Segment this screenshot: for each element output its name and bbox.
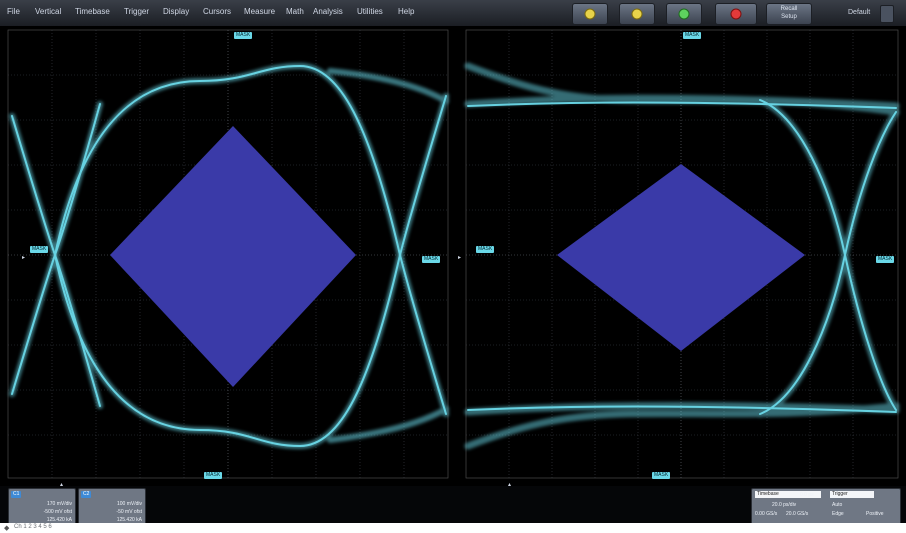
timebase-row-1: 20.0 ps/div	[772, 502, 797, 508]
channel-2-offset: -50 mV ofst	[116, 509, 142, 515]
right-eye-mask	[557, 164, 805, 351]
right-top-tag: MASK	[683, 32, 702, 39]
menu-trigger[interactable]: Trigger	[124, 7, 150, 16]
eye-diagram-canvas: ▸ ▸ ▴ ▴	[7, 29, 900, 486]
trigger-label: Trigger	[830, 491, 874, 498]
stop-button[interactable]	[715, 3, 757, 25]
menu-cursors[interactable]: Cursors	[203, 7, 232, 16]
left-eye-mask	[110, 126, 356, 387]
stop-icon	[730, 8, 742, 20]
trigger-row-1: Auto	[832, 502, 843, 508]
footer: ◆ Ch 1 2 3 4 5 6	[0, 523, 906, 533]
menu-analysis[interactable]: Analysis	[313, 7, 343, 16]
left-eye-trace	[9, 62, 449, 450]
menu-utilities[interactable]: Utilities	[357, 7, 383, 16]
channel-2-header: C2	[81, 491, 92, 498]
trigger-row-2: Edge	[832, 511, 844, 517]
timebase-value: 0.0 ps	[800, 492, 814, 498]
menu-help[interactable]: Help	[398, 7, 415, 16]
run-icon	[631, 8, 643, 20]
left-mid-left-tag: MASK	[30, 246, 49, 253]
left-bottom-tag: MASK	[204, 472, 223, 479]
timebase-row-3: 20.0 GS/s	[786, 511, 809, 517]
channel-1-descriptor[interactable]: C1 170 mV/div -500 mV ofst 125.420 kA	[8, 488, 76, 528]
right-bottom-tag: MASK	[652, 472, 671, 479]
channel-1-value: 125.420 kA	[46, 517, 72, 523]
timebase-trigger-panel[interactable]: Timebase 0.0 ps 20.0 ps/div 0.00 GS/s 20…	[751, 488, 901, 528]
menu-vertical[interactable]: Vertical	[35, 7, 62, 16]
default-label: Default	[848, 9, 871, 16]
channel-2-value: 125.420 kA	[116, 517, 142, 523]
menu-display[interactable]: Display	[163, 7, 190, 16]
right-mid-right-tag: MASK	[876, 256, 895, 263]
right-trigger-marker: ▴	[508, 482, 511, 486]
footer-icon: ◆	[4, 525, 10, 532]
timebase-label: Timebase	[755, 491, 821, 498]
channel-2-descriptor[interactable]: C2 100 mV/div -50 mV ofst 125.420 kA	[78, 488, 146, 528]
default-spinner[interactable]	[880, 5, 894, 23]
menu-math[interactable]: Math	[286, 7, 304, 16]
trigger-row-3: Positive	[866, 511, 884, 517]
run-button[interactable]	[619, 3, 655, 25]
footer-text: Ch 1 2 3 4 5 6	[14, 524, 52, 530]
left-ref-marker: ▸	[22, 255, 25, 261]
channel-1-scale: 170 mV/div	[46, 501, 72, 507]
auto-setup-button[interactable]	[572, 3, 608, 25]
channel-1-offset: -500 mV ofst	[43, 509, 72, 515]
recall-setup-button[interactable]: Recall Setup	[766, 3, 812, 25]
menu-bar: File Vertical Timebase Trigger Display C…	[0, 0, 906, 27]
channel-2-scale: 100 mV/div	[116, 501, 142, 507]
scope-display: ▸ ▸ ▴ ▴ MASK MASK MASK MASK MASK MASK MA…	[0, 26, 906, 486]
single-button[interactable]	[666, 3, 702, 25]
recall-setup-label: Recall Setup	[780, 6, 798, 20]
menu-timebase[interactable]: Timebase	[75, 7, 110, 16]
left-top-tag: MASK	[234, 32, 253, 39]
auto-setup-icon	[584, 8, 596, 20]
left-mid-right-tag: MASK	[422, 256, 441, 263]
channel-1-header: C1	[11, 491, 22, 498]
timebase-row-2: 0.00 GS/s	[755, 511, 778, 517]
right-eye-trace	[464, 62, 900, 450]
right-ref-marker: ▸	[458, 255, 461, 261]
left-trigger-marker: ▴	[60, 482, 63, 486]
menu-measure[interactable]: Measure	[244, 7, 276, 16]
right-mid-left-tag: MASK	[476, 246, 495, 253]
single-icon	[678, 8, 690, 20]
menu-file[interactable]: File	[7, 7, 20, 16]
